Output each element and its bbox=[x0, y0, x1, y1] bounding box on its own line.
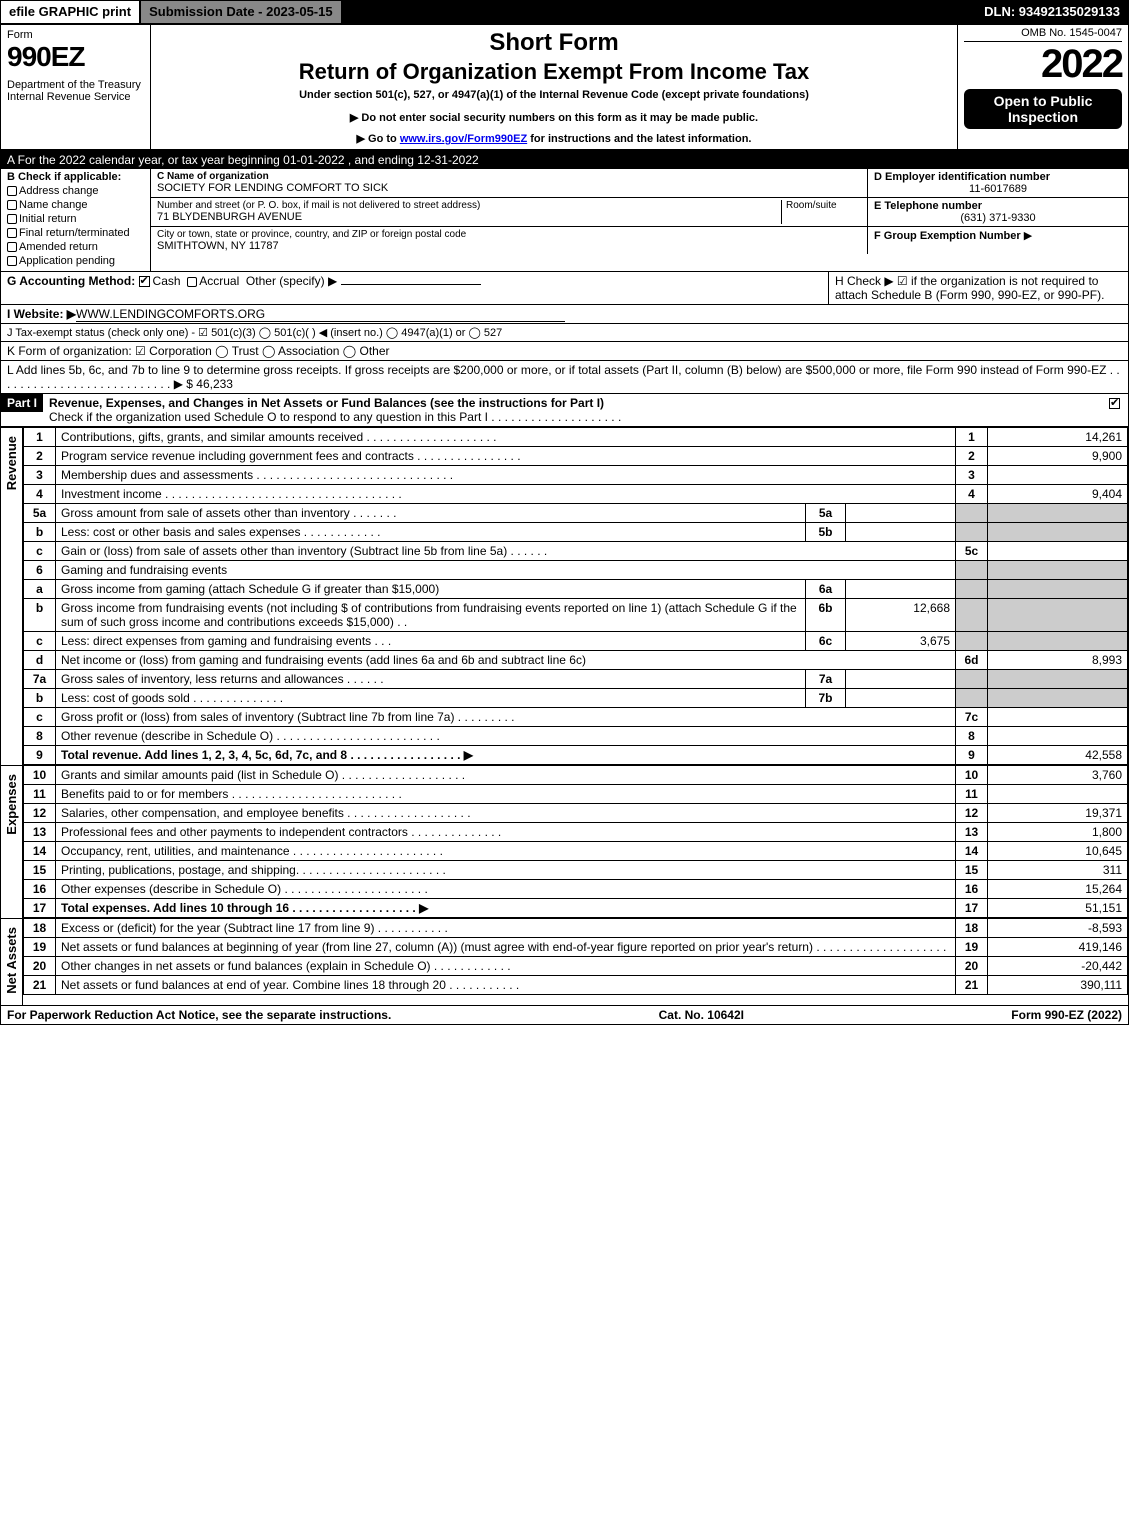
part1-check[interactable] bbox=[1104, 394, 1128, 412]
section-CDEF: C Name of organization SOCIETY FOR LENDI… bbox=[151, 169, 1128, 271]
footer-cat: Cat. No. 10642I bbox=[391, 1008, 1011, 1022]
c-city: City or town, state or province, country… bbox=[151, 227, 868, 254]
line-J: J Tax-exempt status (check only one) - ☑… bbox=[1, 324, 1128, 342]
goto-line: ▶ Go to www.irs.gov/Form990EZ for instru… bbox=[157, 132, 951, 145]
c-address: Number and street (or P. O. box, if mail… bbox=[151, 198, 868, 226]
chk-address[interactable]: Address change bbox=[7, 185, 144, 197]
form-word: Form bbox=[7, 29, 144, 41]
part1-label: Part I bbox=[1, 394, 43, 412]
header-left: Form 990EZ Department of the Treasury In… bbox=[1, 25, 151, 149]
street: 71 BLYDENBURGH AVENUE bbox=[157, 211, 781, 223]
line-A: A For the 2022 calendar year, or tax yea… bbox=[1, 151, 1128, 169]
submission-date: Submission Date - 2023-05-15 bbox=[141, 1, 343, 23]
ein-value: 11-6017689 bbox=[874, 183, 1122, 195]
goto-link[interactable]: www.irs.gov/Form990EZ bbox=[400, 133, 527, 145]
expenses-section: Expenses 10Grants and similar amounts pa… bbox=[1, 765, 1128, 918]
b-header: B Check if applicable: bbox=[7, 171, 144, 183]
line-K: K Form of organization: ☑ Corporation ◯ … bbox=[1, 342, 1128, 361]
section-B: B Check if applicable: Address change Na… bbox=[1, 169, 151, 271]
footer-right: Form 990-EZ (2022) bbox=[1011, 1008, 1122, 1022]
expenses-table: 10Grants and similar amounts paid (list … bbox=[23, 765, 1128, 918]
header-right: OMB No. 1545-0047 2022 Open to Public In… bbox=[958, 25, 1128, 149]
revenue-section: Revenue 1Contributions, gifts, grants, a… bbox=[1, 427, 1128, 765]
header-middle: Short Form Return of Organization Exempt… bbox=[151, 25, 958, 149]
netassets-side: Net Assets bbox=[1, 918, 23, 1005]
footer: For Paperwork Reduction Act Notice, see … bbox=[1, 1005, 1128, 1024]
block-BCDEF: B Check if applicable: Address change Na… bbox=[1, 169, 1128, 272]
row-GH: G Accounting Method: Cash Accrual Other … bbox=[1, 272, 1128, 305]
form-number: 990EZ bbox=[7, 41, 144, 73]
d-ein: D Employer identification number 11-6017… bbox=[868, 169, 1128, 197]
form-header: Form 990EZ Department of the Treasury In… bbox=[1, 25, 1128, 151]
under-section: Under section 501(c), 527, or 4947(a)(1)… bbox=[157, 89, 951, 101]
do-not-enter: ▶ Do not enter social security numbers o… bbox=[157, 111, 951, 124]
open-public: Open to Public Inspection bbox=[964, 89, 1122, 129]
part1-desc: Revenue, Expenses, and Changes in Net As… bbox=[43, 394, 1104, 426]
tax-year: 2022 bbox=[964, 42, 1122, 87]
dept: Department of the Treasury Internal Reve… bbox=[7, 79, 144, 103]
chk-name[interactable]: Name change bbox=[7, 199, 144, 211]
dln: DLN: 93492135029133 bbox=[976, 1, 1128, 23]
website: WWW.LENDINGCOMFORTS.ORG bbox=[76, 307, 565, 322]
part1-header: Part I Revenue, Expenses, and Changes in… bbox=[1, 394, 1128, 427]
chk-pending[interactable]: Application pending bbox=[7, 255, 144, 267]
goto-post: for instructions and the latest informat… bbox=[527, 133, 751, 145]
line-I: I Website: ▶WWW.LENDINGCOMFORTS.ORG bbox=[1, 305, 1128, 324]
top-bar: efile GRAPHIC print Submission Date - 20… bbox=[0, 0, 1129, 24]
chk-final[interactable]: Final return/terminated bbox=[7, 227, 144, 239]
e-phone: E Telephone number (631) 371-9330 bbox=[868, 198, 1128, 226]
room-suite: Room/suite bbox=[781, 200, 861, 224]
org-name: SOCIETY FOR LENDING COMFORT TO SICK bbox=[157, 182, 861, 194]
revenue-side: Revenue bbox=[1, 427, 23, 765]
efile-label: efile GRAPHIC print bbox=[1, 1, 141, 23]
city: SMITHTOWN, NY 11787 bbox=[157, 240, 861, 252]
omb: OMB No. 1545-0047 bbox=[964, 27, 1122, 42]
line-L: L Add lines 5b, 6c, and 7b to line 9 to … bbox=[1, 361, 1128, 394]
return-title: Return of Organization Exempt From Incom… bbox=[157, 59, 951, 85]
netassets-table: 18Excess or (deficit) for the year (Subt… bbox=[23, 918, 1128, 995]
netassets-section: Net Assets 18Excess or (deficit) for the… bbox=[1, 918, 1128, 1005]
chk-initial[interactable]: Initial return bbox=[7, 213, 144, 225]
short-form: Short Form bbox=[157, 29, 951, 57]
chk-accrual[interactable] bbox=[187, 277, 197, 287]
footer-left: For Paperwork Reduction Act Notice, see … bbox=[7, 1008, 391, 1022]
phone-value: (631) 371-9330 bbox=[874, 212, 1122, 224]
revenue-table: 1Contributions, gifts, grants, and simil… bbox=[23, 427, 1128, 765]
line-G: G Accounting Method: Cash Accrual Other … bbox=[1, 272, 828, 304]
goto-pre: ▶ Go to bbox=[357, 133, 400, 145]
chk-amended[interactable]: Amended return bbox=[7, 241, 144, 253]
chk-cash[interactable] bbox=[139, 276, 150, 287]
form-container: Form 990EZ Department of the Treasury In… bbox=[0, 24, 1129, 1025]
line-H: H Check ▶ ☑ if the organization is not r… bbox=[828, 272, 1128, 304]
other-specify[interactable] bbox=[341, 284, 481, 285]
f-group: F Group Exemption Number ▶ bbox=[868, 227, 1128, 254]
c-name: C Name of organization SOCIETY FOR LENDI… bbox=[151, 169, 868, 197]
expenses-side: Expenses bbox=[1, 765, 23, 918]
